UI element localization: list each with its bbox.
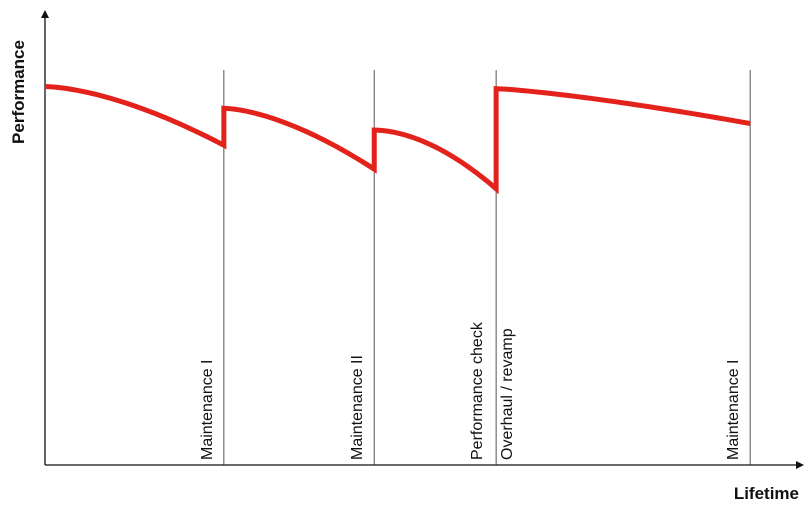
event-label: Maintenance I xyxy=(199,359,216,460)
event-label: Maintenance I xyxy=(725,359,742,460)
axes xyxy=(41,10,804,469)
performance-series xyxy=(44,84,751,195)
event-label: Maintenance II xyxy=(349,355,366,460)
event-lines-layer: Maintenance I Maintenance II Performance c… xyxy=(199,70,751,465)
performance-line xyxy=(44,84,751,195)
x-axis-title: Lifetime xyxy=(734,484,799,503)
event-label: Performance check xyxy=(469,321,486,460)
y-axis-title: Performance xyxy=(9,40,28,144)
event-label: Overhaul / revamp xyxy=(499,328,516,460)
